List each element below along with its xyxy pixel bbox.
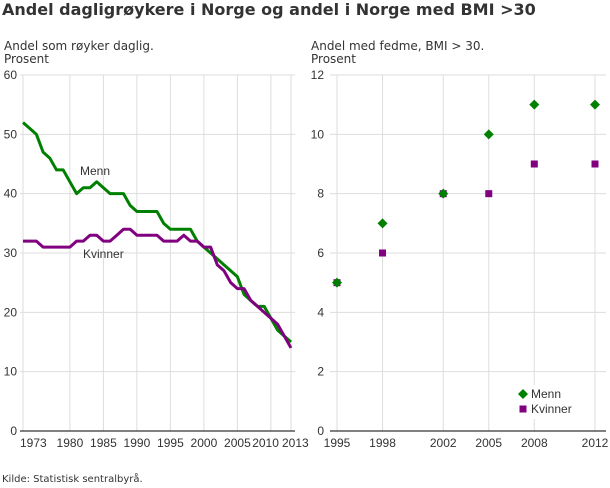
point-kvinner [591,160,599,168]
right-ytick-label: 2 [317,365,324,379]
left-xtick-label: 1990 [124,436,151,450]
point-menn [529,99,540,110]
point-kvinner [530,160,538,168]
source-note: Kilde: Statistisk sentralbyrå. [2,474,143,485]
left-xtick-label: 2005 [224,436,251,450]
right-ytick-label: 12 [311,68,325,82]
left-xtick-label: 1985 [90,436,117,450]
point-menn [377,218,388,229]
right-ytick-label: 0 [317,424,324,438]
legend-label-kvinner: Kvinner [531,402,572,416]
left-ytick-label: 10 [4,365,18,379]
left-xtick-label: 2000 [191,436,218,450]
left-xtick-label: 2013 [282,436,309,450]
legend-label-menn: Menn [531,387,561,401]
line-kvinner [23,227,293,349]
right-ytick-label: 6 [317,246,324,260]
right-xtick-label: 2012 [582,436,609,450]
label-menn: Menn [80,164,110,178]
point-menn [332,277,342,288]
right-xtick-label: 1998 [369,436,396,450]
label-kvinner: Kvinner [83,247,124,261]
left-ylabel-2: Prosent [4,52,49,66]
left-xtick-label: 2010 [252,436,279,450]
point-menn [483,129,494,140]
point-menn [438,188,449,199]
line-menn [22,121,292,344]
left-ytick-label: 50 [4,127,18,141]
point-kvinner [485,190,493,198]
point-kvinner [379,249,387,257]
right-ylabel-1: Andel med fedme, BMI > 30. [311,39,485,53]
left-ytick-label: 60 [4,68,18,82]
point-menn [590,99,600,110]
right-ytick-label: 8 [317,187,324,201]
chart-title: Andel dagligrøykere i Norge og andel i N… [2,0,536,19]
legend-marker-kvinner [519,405,527,413]
left-xtick-label: 1980 [57,436,84,450]
left-xtick-label: 1995 [157,436,184,450]
right-xtick-label: 2005 [475,436,502,450]
right-xtick-label: 2008 [521,436,548,450]
right-ytick-label: 4 [317,305,324,319]
left-ytick-label: 0 [10,424,17,438]
right-xtick-label: 1995 [324,436,351,450]
right-ylabel-2: Prosent [311,52,356,66]
legend-marker-menn [518,389,528,399]
left-ylabel-1: Andel som røyker daglig. [4,39,154,53]
right-ytick-label: 10 [311,127,325,141]
left-xtick-label: 1973 [20,436,47,450]
right-xtick-label: 2002 [430,436,457,450]
left-ytick-label: 40 [4,187,18,201]
left-ytick-label: 20 [4,305,18,319]
left-ytick-label: 30 [4,246,18,260]
